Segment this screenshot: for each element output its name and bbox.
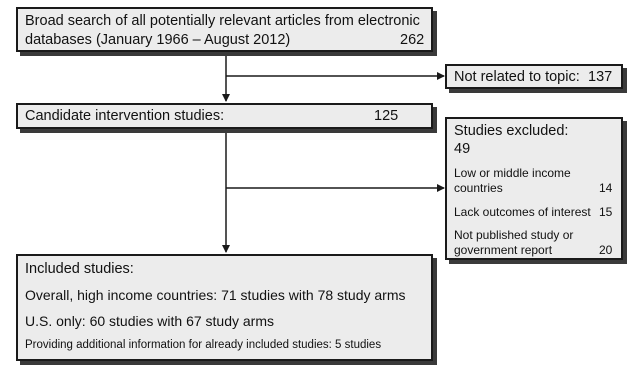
excluded-reason-3-count: 20 bbox=[599, 243, 613, 257]
included-title: Included studies: bbox=[25, 261, 134, 277]
included-us-only: U.S. only: 60 studies with 67 study arms bbox=[25, 313, 274, 329]
excluded-reason-3-line-1: Not published study or bbox=[454, 228, 574, 242]
not-related-label: Not related to topic: bbox=[454, 69, 580, 85]
search-line-2: databases (January 1966 – August 2012) bbox=[25, 32, 291, 48]
candidate-count: 125 bbox=[374, 108, 399, 124]
excluded-box: Studies excluded: 49 Low or middle incom… bbox=[445, 117, 623, 260]
candidate-box: Candidate intervention studies: 125 bbox=[16, 103, 433, 129]
excluded-reason-3-line-2: government report bbox=[454, 243, 553, 257]
not-related-count: 137 bbox=[588, 69, 613, 85]
included-additional: Providing additional information for alr… bbox=[25, 339, 382, 351]
excluded-count: 49 bbox=[454, 141, 471, 157]
excluded-reason-2-count: 15 bbox=[599, 205, 613, 219]
not-related-box: Not related to topic: 137 bbox=[445, 64, 623, 89]
search-line-1: Broad search of all potentially relevant… bbox=[25, 13, 420, 29]
search-count: 262 bbox=[400, 32, 425, 48]
included-overall: Overall, high income countries: 71 studi… bbox=[25, 287, 406, 303]
excluded-reason-1-line-2: countries bbox=[454, 181, 503, 195]
excluded-reason-1-count: 14 bbox=[599, 181, 613, 195]
excluded-reason-2-line-1: Lack outcomes of interest bbox=[454, 205, 591, 219]
excluded-reason-1-line-1: Low or middle income bbox=[454, 166, 571, 180]
included-box: Included studies: Overall, high income c… bbox=[16, 254, 433, 361]
candidate-label: Candidate intervention studies: bbox=[25, 108, 225, 124]
search-box: Broad search of all potentially relevant… bbox=[16, 7, 433, 52]
excluded-title: Studies excluded: bbox=[454, 123, 569, 139]
